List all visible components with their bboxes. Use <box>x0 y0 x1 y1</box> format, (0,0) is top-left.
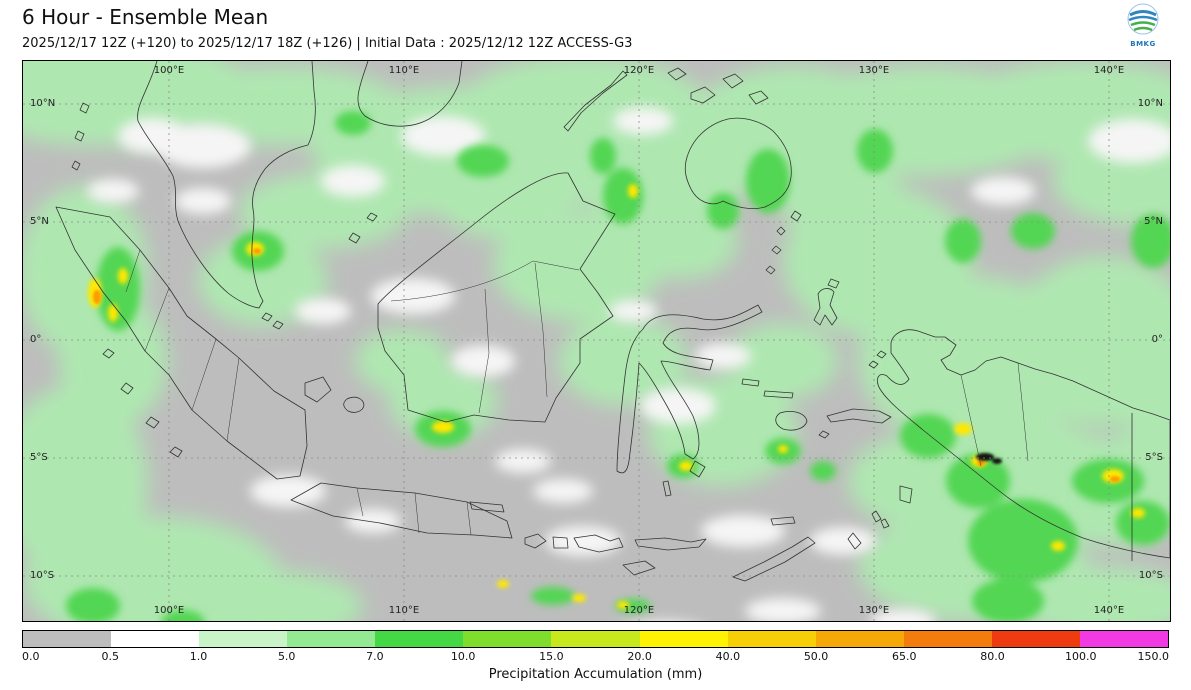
lon-label-bottom: 120°E <box>623 605 655 616</box>
colorbar-tick-label: 5.0 <box>277 650 296 663</box>
colorbar-segment <box>463 631 552 647</box>
colorbar-tick-labels: 0.0 0.5 1.0 5.0 7.0 10.0 15.0 20.0 40.0 50.0 65.0 8… <box>22 650 1169 664</box>
forecast-period-subtitle: 2025/12/17 12Z (+120) to 2025/12/17 18Z … <box>22 36 633 51</box>
lon-label-bottom: 130°E <box>858 605 890 616</box>
lat-label-left: 5°S <box>30 452 48 463</box>
colorbar-tick-label: 80.0 <box>980 650 1005 663</box>
lat-label-left: 10°S <box>30 570 55 581</box>
lat-label-right: 5°N <box>1144 216 1163 227</box>
colorbar-tick-label: 150.0 <box>1137 650 1170 663</box>
lon-label-top: 110°E <box>388 65 420 76</box>
colorbar-caption: Precipitation Accumulation (mm) <box>488 667 703 682</box>
lon-label-top: 130°E <box>858 65 890 76</box>
precipitation-map-canvas <box>23 61 1170 621</box>
colorbar-tick-label: 0.5 <box>101 650 119 663</box>
lon-label-bottom: 110°E <box>388 605 420 616</box>
lat-label-right: 5°S <box>1145 452 1163 463</box>
coastlines-layer <box>55 61 1170 582</box>
lat-label-right: 10°N <box>1137 98 1163 109</box>
terrain-mask-spot <box>976 453 1002 464</box>
lon-label-bottom: 100°E <box>153 605 185 616</box>
bmkg-logo-text: BMKG <box>1130 40 1156 48</box>
colorbar-tick-label: 10.0 <box>450 650 476 663</box>
precip-intense-layer <box>93 248 1120 482</box>
lat-label-right: 0° <box>1151 334 1163 345</box>
colorbar-segment <box>23 631 112 647</box>
colorbar-tick-label: 7.0 <box>366 650 384 663</box>
precipitation-colorbar <box>22 630 1169 648</box>
lat-label-left: 10°N <box>30 98 56 109</box>
lat-label-right: 10°S <box>1138 570 1163 581</box>
lon-label-top: 100°E <box>153 65 185 76</box>
lon-label-top: 120°E <box>623 65 655 76</box>
colorbar-segment <box>287 631 376 647</box>
colorbar-tick-label: 20.0 <box>627 650 652 663</box>
lat-label-left: 0° <box>30 334 42 345</box>
colorbar-tick-label: 0.0 <box>22 650 40 663</box>
colorbar-segment <box>551 631 640 647</box>
colorbar-segment <box>375 631 464 647</box>
colorbar-segment <box>815 631 904 647</box>
bmkg-logo-icon <box>1127 3 1159 35</box>
colorbar-tick-label: 40.0 <box>715 650 741 663</box>
colorbar-segment <box>1079 631 1169 647</box>
colorbar-segment <box>727 631 816 647</box>
colorbar-tick-label: 65.0 <box>892 650 917 663</box>
colorbar-tick-label: 100.0 <box>1065 650 1097 663</box>
precip-white-layer <box>87 107 1170 621</box>
colorbar-tick-label: 1.0 <box>189 650 208 663</box>
colorbar-segment <box>199 631 288 647</box>
bmkg-logo: BMKG <box>1121 3 1165 48</box>
colorbar-tick-label: 50.0 <box>803 650 829 663</box>
colorbar-segment <box>111 631 200 647</box>
lon-label-bottom: 140°E <box>1093 605 1125 616</box>
lon-label-top: 140°E <box>1093 65 1125 76</box>
colorbar-tick-label: 15.0 <box>539 650 564 663</box>
colorbar-segment <box>639 631 728 647</box>
colorbar-segment <box>991 631 1080 647</box>
lat-label-left: 5°N <box>30 216 49 227</box>
precipitation-map: 100°E 100°E 110°E 110°E 120°E 120°E 130°E 130°E… <box>22 60 1171 622</box>
graticule-gridlines <box>23 61 1170 621</box>
page-title: 6 Hour - Ensemble Mean <box>22 5 269 29</box>
colorbar-segment <box>903 631 992 647</box>
